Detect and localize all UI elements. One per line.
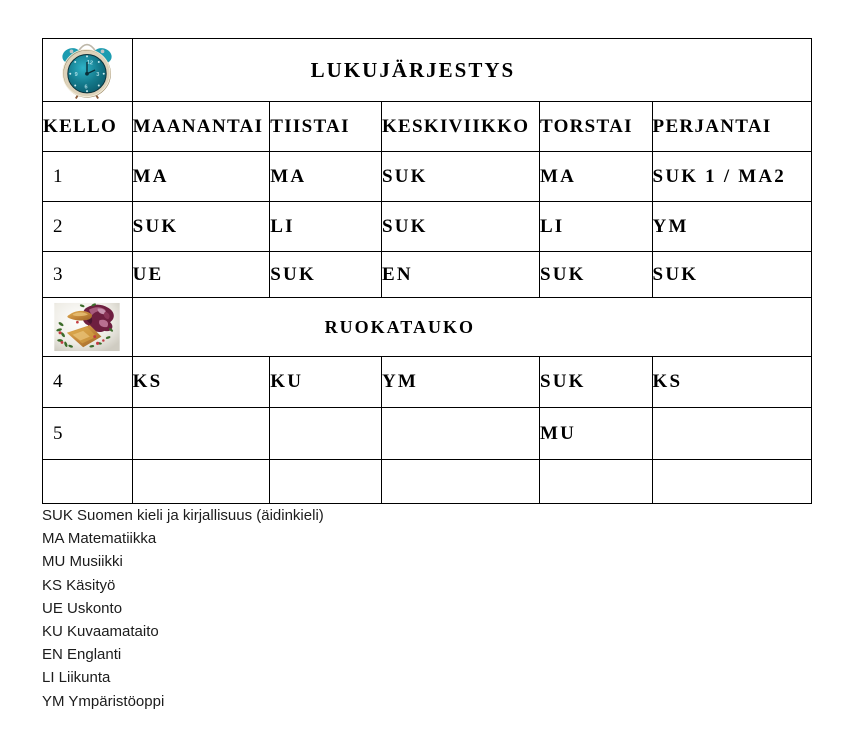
svg-text:9: 9 [75, 72, 78, 78]
svg-text:6: 6 [85, 85, 88, 91]
svg-text:3: 3 [97, 72, 100, 78]
